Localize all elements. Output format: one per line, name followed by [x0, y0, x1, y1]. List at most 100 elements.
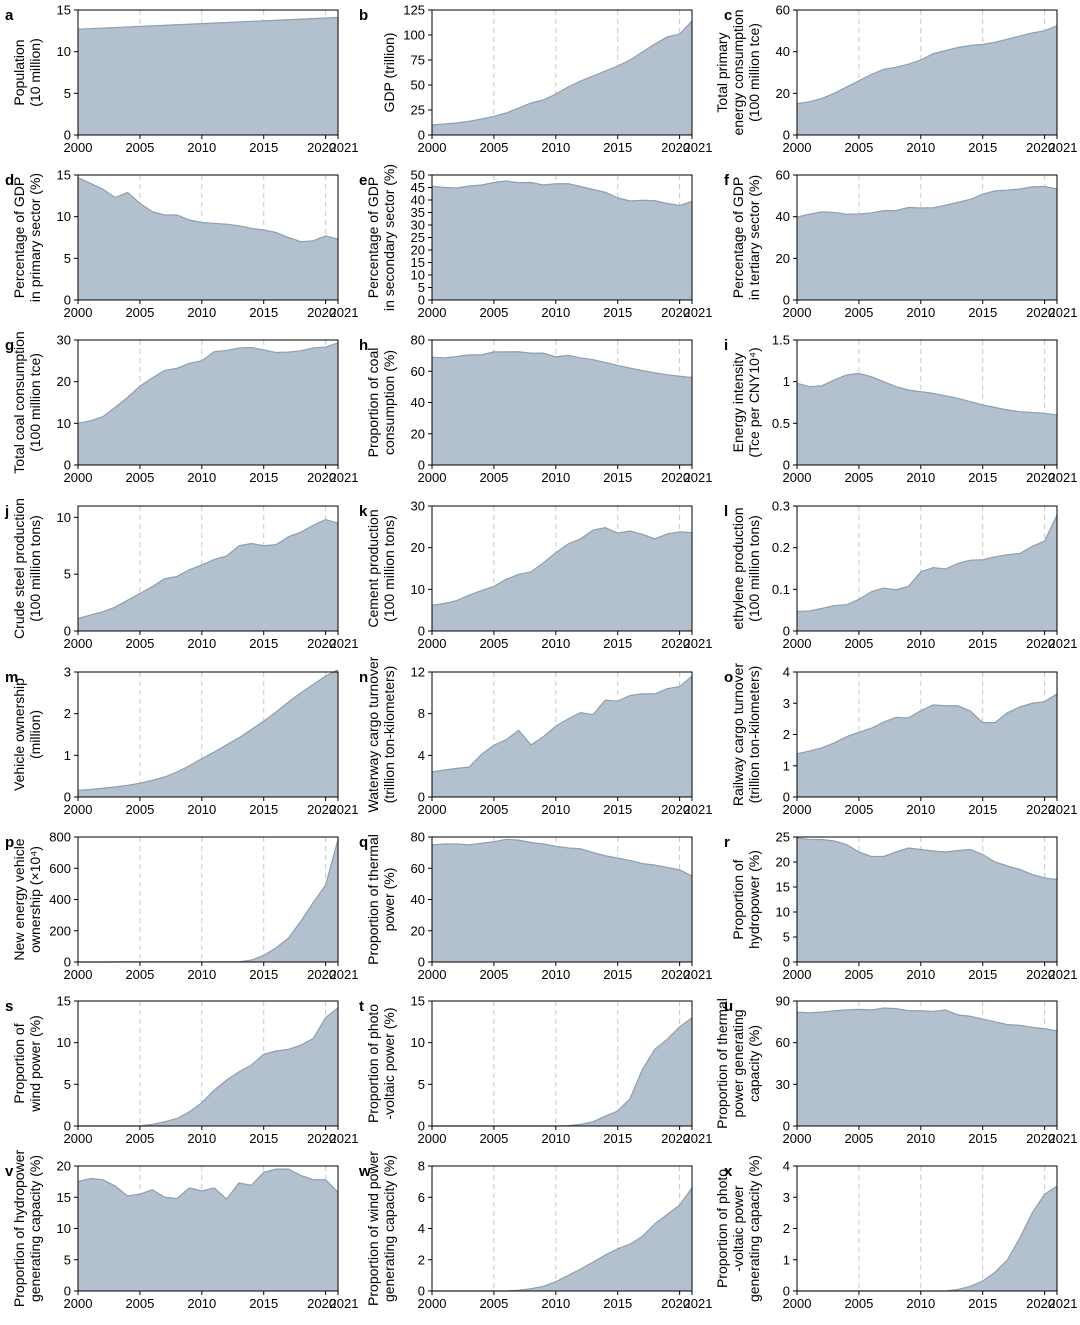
panel-letter: t [359, 998, 364, 1015]
y-tick-label: 20 [57, 1159, 71, 1174]
y-tick-label: 0 [418, 1119, 425, 1134]
area-series [78, 839, 338, 962]
y-tick-label: 0 [783, 458, 790, 473]
x-tick-label: 2005 [844, 470, 873, 485]
y-tick-label: 5 [64, 1077, 71, 1092]
area-series [797, 25, 1057, 136]
x-tick-label: 2005 [479, 1131, 508, 1146]
y-tick-label: 0 [418, 790, 425, 805]
y-tick-label: 0.5 [772, 416, 790, 431]
y-tick-label: 5 [64, 567, 71, 582]
area-series [78, 177, 338, 300]
y-tick-label: 2 [64, 706, 71, 721]
x-tick-label: 2015 [968, 305, 997, 320]
area-series [797, 693, 1057, 797]
x-tick-label: 2010 [187, 636, 216, 651]
x-tick-label: 2020 [661, 140, 690, 155]
panel-letter: x [724, 1163, 733, 1180]
y-tick-label: 0 [783, 128, 790, 143]
y-tick-label: 75 [411, 53, 425, 68]
y-tick-label: 0 [418, 1284, 425, 1299]
plot-frame [431, 505, 693, 632]
y-tick-label: 3 [64, 665, 71, 680]
y-axis-label: -voltaic power [730, 1185, 746, 1272]
x-tick-label: 2020 [307, 305, 336, 320]
x-tick-label: 2000 [64, 140, 93, 155]
x-tick-label: 2000 [418, 636, 447, 651]
y-tick-label: 15 [57, 168, 71, 183]
x-tick-label: 2005 [479, 305, 508, 320]
x-tick-label: 2005 [125, 1131, 154, 1146]
y-tick-label: 30 [411, 499, 425, 514]
y-tick-label: 0 [418, 293, 425, 308]
y-tick-label: 0 [64, 128, 71, 143]
y-tick-label: 0 [418, 458, 425, 473]
panel-letter: a [5, 7, 14, 24]
x-tick-label: 2005 [844, 1296, 873, 1311]
x-tick-label: 2010 [187, 967, 216, 982]
x-tick-label: 2021 [330, 1296, 359, 1311]
y-tick-label: 5 [783, 930, 790, 945]
area-series [797, 515, 1057, 631]
x-tick-label: 2020 [1026, 1296, 1055, 1311]
panel-letter: u [724, 998, 733, 1015]
x-tick-label: 2010 [906, 1296, 935, 1311]
x-tick-label: 2000 [783, 636, 812, 651]
x-tick-label: 2000 [64, 1296, 93, 1311]
x-tick-label: 2021 [684, 802, 713, 817]
y-tick-label: 20 [411, 540, 425, 555]
x-tick-label: 2015 [249, 1131, 278, 1146]
panel-letter: g [5, 337, 14, 354]
x-tick-label: 2021 [684, 140, 713, 155]
x-tick-label: 2020 [307, 636, 336, 651]
x-tick-label: 2010 [541, 1296, 570, 1311]
x-tick-label: 2021 [330, 305, 359, 320]
x-tick-label: 2005 [844, 140, 873, 155]
y-axis-label: -voltaic power (%) [381, 1007, 397, 1119]
x-tick-label: 2010 [906, 636, 935, 651]
y-axis-label: Proportion of thermal [365, 834, 381, 965]
area-outline [77, 669, 339, 791]
area-series [78, 342, 338, 465]
x-tick-label: 2015 [603, 140, 632, 155]
x-tick-label: 2020 [1026, 636, 1055, 651]
y-tick-label: 20 [776, 86, 790, 101]
x-tick-label: 2021 [330, 1131, 359, 1146]
x-tick-label: 2005 [479, 967, 508, 982]
y-tick-label: 1 [783, 758, 790, 773]
y-axis-label: (100 million tons) [381, 515, 397, 622]
x-tick-label: 2010 [187, 802, 216, 817]
x-tick-label: 2021 [1049, 470, 1078, 485]
y-tick-label: 125 [403, 3, 425, 18]
y-tick-label: 0 [64, 1284, 71, 1299]
x-tick-label: 2015 [249, 305, 278, 320]
y-tick-label: 5 [64, 251, 71, 266]
y-tick-label: 10 [57, 1221, 71, 1236]
panel-letter: v [5, 1163, 14, 1180]
y-axis-label: Percentage of GDP [365, 177, 381, 298]
x-tick-label: 2021 [330, 802, 359, 817]
x-tick-label: 2015 [249, 636, 278, 651]
y-axis-label: (100 million tce) [27, 353, 43, 452]
y-tick-label: 0 [418, 128, 425, 143]
y-axis-label: Proportion of photo [365, 1004, 381, 1123]
y-axis-label: (Tce per CNY10⁴) [746, 347, 762, 457]
y-tick-label: 0 [64, 955, 71, 970]
y-tick-label: 20 [57, 374, 71, 389]
area-outline [797, 1185, 1058, 1292]
x-tick-label: 2010 [541, 305, 570, 320]
x-tick-label: 2020 [1026, 140, 1055, 155]
x-tick-label: 2010 [906, 140, 935, 155]
x-tick-label: 2021 [1049, 1131, 1078, 1146]
y-tick-label: 100 [403, 28, 425, 43]
area-series [78, 17, 338, 135]
area-outline [431, 675, 693, 773]
x-tick-label: 2021 [330, 636, 359, 651]
